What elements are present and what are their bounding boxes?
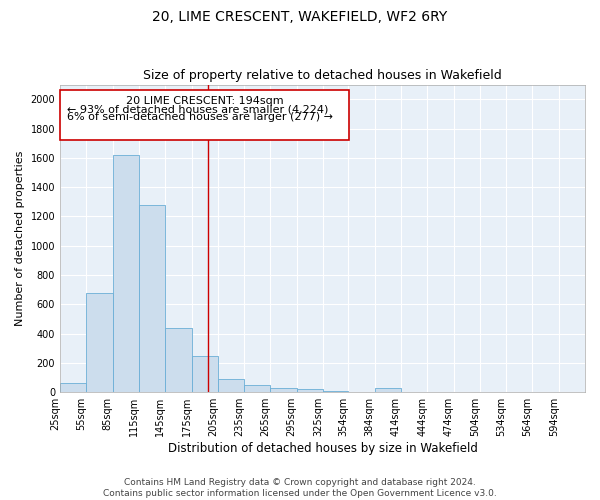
Text: 20 LIME CRESCENT: 194sqm: 20 LIME CRESCENT: 194sqm (126, 96, 283, 106)
Bar (296, 389, 323, 392)
Bar (244, 386, 271, 392)
Bar (374, 388, 401, 392)
Bar (165, 328, 191, 392)
Title: Size of property relative to detached houses in Wakefield: Size of property relative to detached ho… (143, 69, 502, 82)
Text: 6% of semi-detached houses are larger (277) →: 6% of semi-detached houses are larger (2… (67, 112, 333, 122)
Text: ← 93% of detached houses are smaller (4,224): ← 93% of detached houses are smaller (4,… (67, 104, 328, 115)
Y-axis label: Number of detached properties: Number of detached properties (15, 150, 25, 326)
Bar (271, 388, 296, 392)
Bar (113, 155, 139, 392)
Bar (191, 356, 218, 392)
Text: 20, LIME CRESCENT, WAKEFIELD, WF2 6RY: 20, LIME CRESCENT, WAKEFIELD, WF2 6RY (152, 10, 448, 24)
Bar (323, 390, 349, 392)
Text: Contains HM Land Registry data © Crown copyright and database right 2024.
Contai: Contains HM Land Registry data © Crown c… (103, 478, 497, 498)
X-axis label: Distribution of detached houses by size in Wakefield: Distribution of detached houses by size … (167, 442, 478, 455)
Bar (86, 292, 113, 392)
Bar (139, 204, 165, 392)
FancyBboxPatch shape (60, 90, 349, 140)
Bar (218, 379, 244, 392)
Bar (60, 382, 86, 392)
